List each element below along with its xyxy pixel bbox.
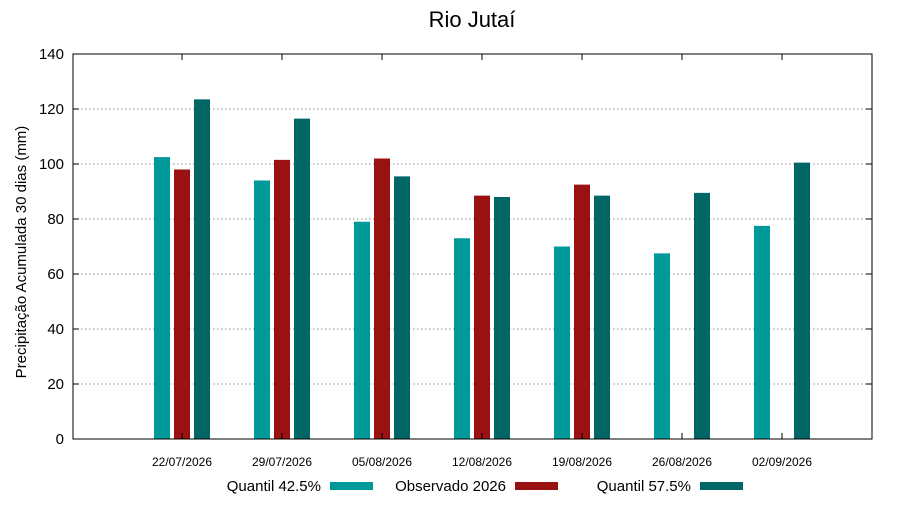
bar: [474, 195, 490, 439]
legend-label: Observado 2026: [395, 478, 506, 495]
axis-ticks: 0 20 40 60 80 100 120 140 22/07/2026 29/07/2026 05…: [39, 46, 872, 469]
legend-label: Quantil 57.5%: [597, 478, 691, 495]
bar: [394, 176, 410, 439]
y-tick-label: 120: [39, 101, 64, 118]
bar: [494, 197, 510, 439]
bar: [794, 162, 810, 439]
y-tick-label: 40: [47, 321, 64, 338]
x-tick-label: 26/08/2026: [652, 455, 712, 469]
y-axis-label: Precipitação Acumulada 30 dias (mm): [13, 126, 30, 379]
x-tick-label: 29/07/2026: [252, 455, 312, 469]
y-tick-label: 20: [47, 376, 64, 393]
plot-frame: [72, 53, 873, 440]
bar: [174, 169, 190, 439]
bar: [254, 180, 270, 439]
y-tick-label: 0: [56, 431, 64, 448]
x-tick-label: 19/08/2026: [552, 455, 612, 469]
bars: [154, 99, 810, 439]
bar: [294, 118, 310, 439]
x-tick-label: 05/08/2026: [352, 455, 412, 469]
legend: Quantil 42.5% Observado 2026 Quantil 57.5%: [227, 478, 743, 495]
bar: [594, 195, 610, 439]
bar: [554, 246, 570, 439]
legend-label: Quantil 42.5%: [227, 478, 321, 495]
chart-title: Rio Jutaí: [429, 7, 516, 32]
bar: [754, 225, 770, 439]
bar: [654, 253, 670, 439]
grid-lines: [73, 108, 872, 385]
x-tick-label: 22/07/2026: [152, 455, 212, 469]
bar: [454, 238, 470, 439]
bar: [154, 157, 170, 439]
bar: [694, 192, 710, 439]
bar: [574, 184, 590, 439]
x-tick-label: 12/08/2026: [452, 455, 512, 469]
y-tick-label: 80: [47, 211, 64, 228]
bar: [354, 221, 370, 439]
x-tick-label: 02/09/2026: [752, 455, 812, 469]
y-tick-label: 100: [39, 156, 64, 173]
legend-swatch: [515, 482, 558, 490]
bar: [274, 159, 290, 439]
bar: [374, 158, 390, 439]
y-tick-label: 140: [39, 46, 64, 63]
y-tick-label: 60: [47, 266, 64, 283]
legend-swatch: [330, 482, 373, 490]
bar: [194, 99, 210, 439]
legend-swatch: [700, 482, 743, 490]
